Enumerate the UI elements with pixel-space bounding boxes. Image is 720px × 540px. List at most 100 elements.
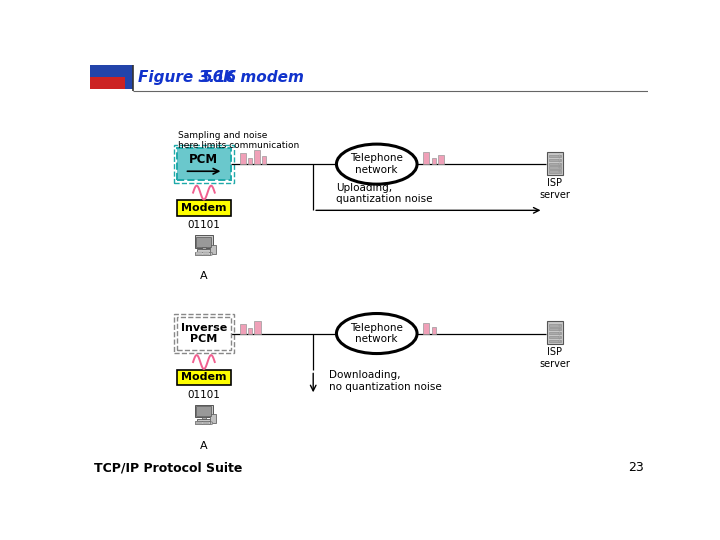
Bar bbox=[90, 77, 125, 90]
Bar bbox=[559, 336, 560, 338]
Ellipse shape bbox=[210, 252, 212, 255]
Bar bbox=[203, 254, 204, 255]
Text: Modem: Modem bbox=[181, 203, 227, 213]
Bar bbox=[549, 170, 561, 173]
Bar bbox=[262, 157, 266, 164]
Bar bbox=[196, 254, 197, 255]
Bar bbox=[194, 405, 213, 417]
Bar bbox=[202, 247, 206, 249]
Text: Modem: Modem bbox=[181, 373, 227, 382]
Bar bbox=[198, 252, 200, 253]
Bar bbox=[198, 422, 200, 423]
Bar bbox=[207, 423, 209, 424]
Bar bbox=[197, 249, 211, 252]
Bar bbox=[196, 252, 197, 253]
Bar bbox=[559, 325, 560, 326]
Bar bbox=[248, 328, 252, 334]
Bar bbox=[549, 163, 561, 165]
Bar bbox=[200, 423, 202, 424]
Bar bbox=[194, 421, 210, 424]
Bar bbox=[194, 235, 213, 248]
Bar bbox=[547, 152, 563, 175]
Bar bbox=[240, 325, 246, 334]
Ellipse shape bbox=[210, 422, 212, 424]
Bar bbox=[423, 152, 429, 164]
Bar bbox=[205, 252, 207, 253]
Bar bbox=[559, 163, 560, 165]
Text: 01101: 01101 bbox=[187, 390, 220, 400]
Bar bbox=[438, 155, 444, 164]
Text: ISP
server: ISP server bbox=[539, 347, 570, 369]
Bar bbox=[203, 252, 204, 253]
Text: Inverse
PCM: Inverse PCM bbox=[181, 323, 227, 345]
Bar bbox=[177, 148, 231, 180]
Bar bbox=[205, 423, 207, 424]
Bar bbox=[549, 325, 561, 327]
Bar bbox=[559, 159, 560, 161]
Ellipse shape bbox=[336, 314, 417, 354]
Bar bbox=[198, 254, 200, 255]
Text: 01101: 01101 bbox=[187, 220, 220, 231]
Bar bbox=[177, 318, 231, 350]
Bar bbox=[559, 340, 560, 342]
Bar bbox=[194, 252, 210, 255]
Bar bbox=[174, 145, 234, 184]
Bar bbox=[210, 245, 215, 254]
Bar bbox=[559, 328, 560, 330]
Text: Sampling and noise
here limits communication: Sampling and noise here limits communica… bbox=[179, 131, 300, 151]
Bar bbox=[90, 65, 125, 90]
Bar bbox=[559, 333, 560, 334]
Text: ISP
server: ISP server bbox=[539, 178, 570, 200]
Bar bbox=[203, 423, 204, 424]
Bar bbox=[549, 328, 561, 330]
Bar bbox=[549, 340, 561, 342]
Bar bbox=[549, 155, 561, 157]
Text: TCP/IP Protocol Suite: TCP/IP Protocol Suite bbox=[94, 462, 242, 475]
Bar bbox=[559, 167, 560, 168]
Bar bbox=[197, 407, 212, 416]
Bar bbox=[200, 252, 202, 253]
Bar bbox=[203, 422, 204, 423]
Text: 56K modem: 56K modem bbox=[202, 70, 305, 85]
Bar bbox=[205, 254, 207, 255]
Bar bbox=[549, 159, 561, 161]
Bar bbox=[207, 252, 209, 253]
Bar bbox=[174, 314, 234, 353]
Bar bbox=[559, 171, 560, 172]
Text: 23: 23 bbox=[629, 462, 644, 475]
Bar bbox=[549, 166, 561, 168]
Bar bbox=[254, 321, 261, 334]
Bar bbox=[177, 370, 231, 385]
Bar bbox=[200, 422, 202, 423]
Bar bbox=[196, 423, 197, 424]
Bar bbox=[198, 423, 200, 424]
Text: Telephone
network: Telephone network bbox=[351, 153, 403, 175]
Bar bbox=[125, 65, 132, 90]
Text: Uploading,
quantization noise: Uploading, quantization noise bbox=[336, 183, 433, 204]
Text: Downloading,
no quantization noise: Downloading, no quantization noise bbox=[329, 370, 441, 392]
Bar bbox=[549, 336, 561, 338]
Bar bbox=[202, 417, 206, 418]
Ellipse shape bbox=[336, 144, 417, 184]
Bar bbox=[197, 418, 211, 421]
Text: Figure 3.16: Figure 3.16 bbox=[138, 70, 236, 85]
Bar bbox=[432, 327, 436, 334]
Bar bbox=[196, 422, 197, 423]
Text: Telephone
network: Telephone network bbox=[351, 323, 403, 345]
Text: A: A bbox=[200, 441, 208, 450]
Bar bbox=[207, 422, 209, 423]
Bar bbox=[423, 323, 429, 334]
Text: PCM: PCM bbox=[189, 153, 218, 166]
Bar bbox=[254, 150, 260, 164]
Bar bbox=[200, 254, 202, 255]
Bar bbox=[248, 158, 252, 164]
Bar bbox=[177, 200, 231, 215]
Bar bbox=[547, 321, 563, 345]
Bar bbox=[205, 422, 207, 423]
Text: A: A bbox=[200, 271, 208, 281]
Bar bbox=[90, 65, 125, 77]
Bar bbox=[432, 158, 436, 164]
Bar bbox=[559, 156, 560, 157]
Bar bbox=[207, 254, 209, 255]
Bar bbox=[240, 153, 246, 164]
